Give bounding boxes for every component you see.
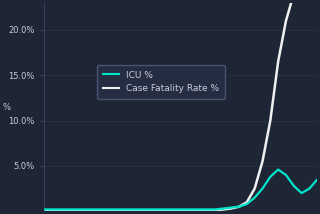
Y-axis label: %: % [3, 103, 11, 111]
Legend: ICU %, Case Fatality Rate %: ICU %, Case Fatality Rate % [97, 65, 225, 99]
